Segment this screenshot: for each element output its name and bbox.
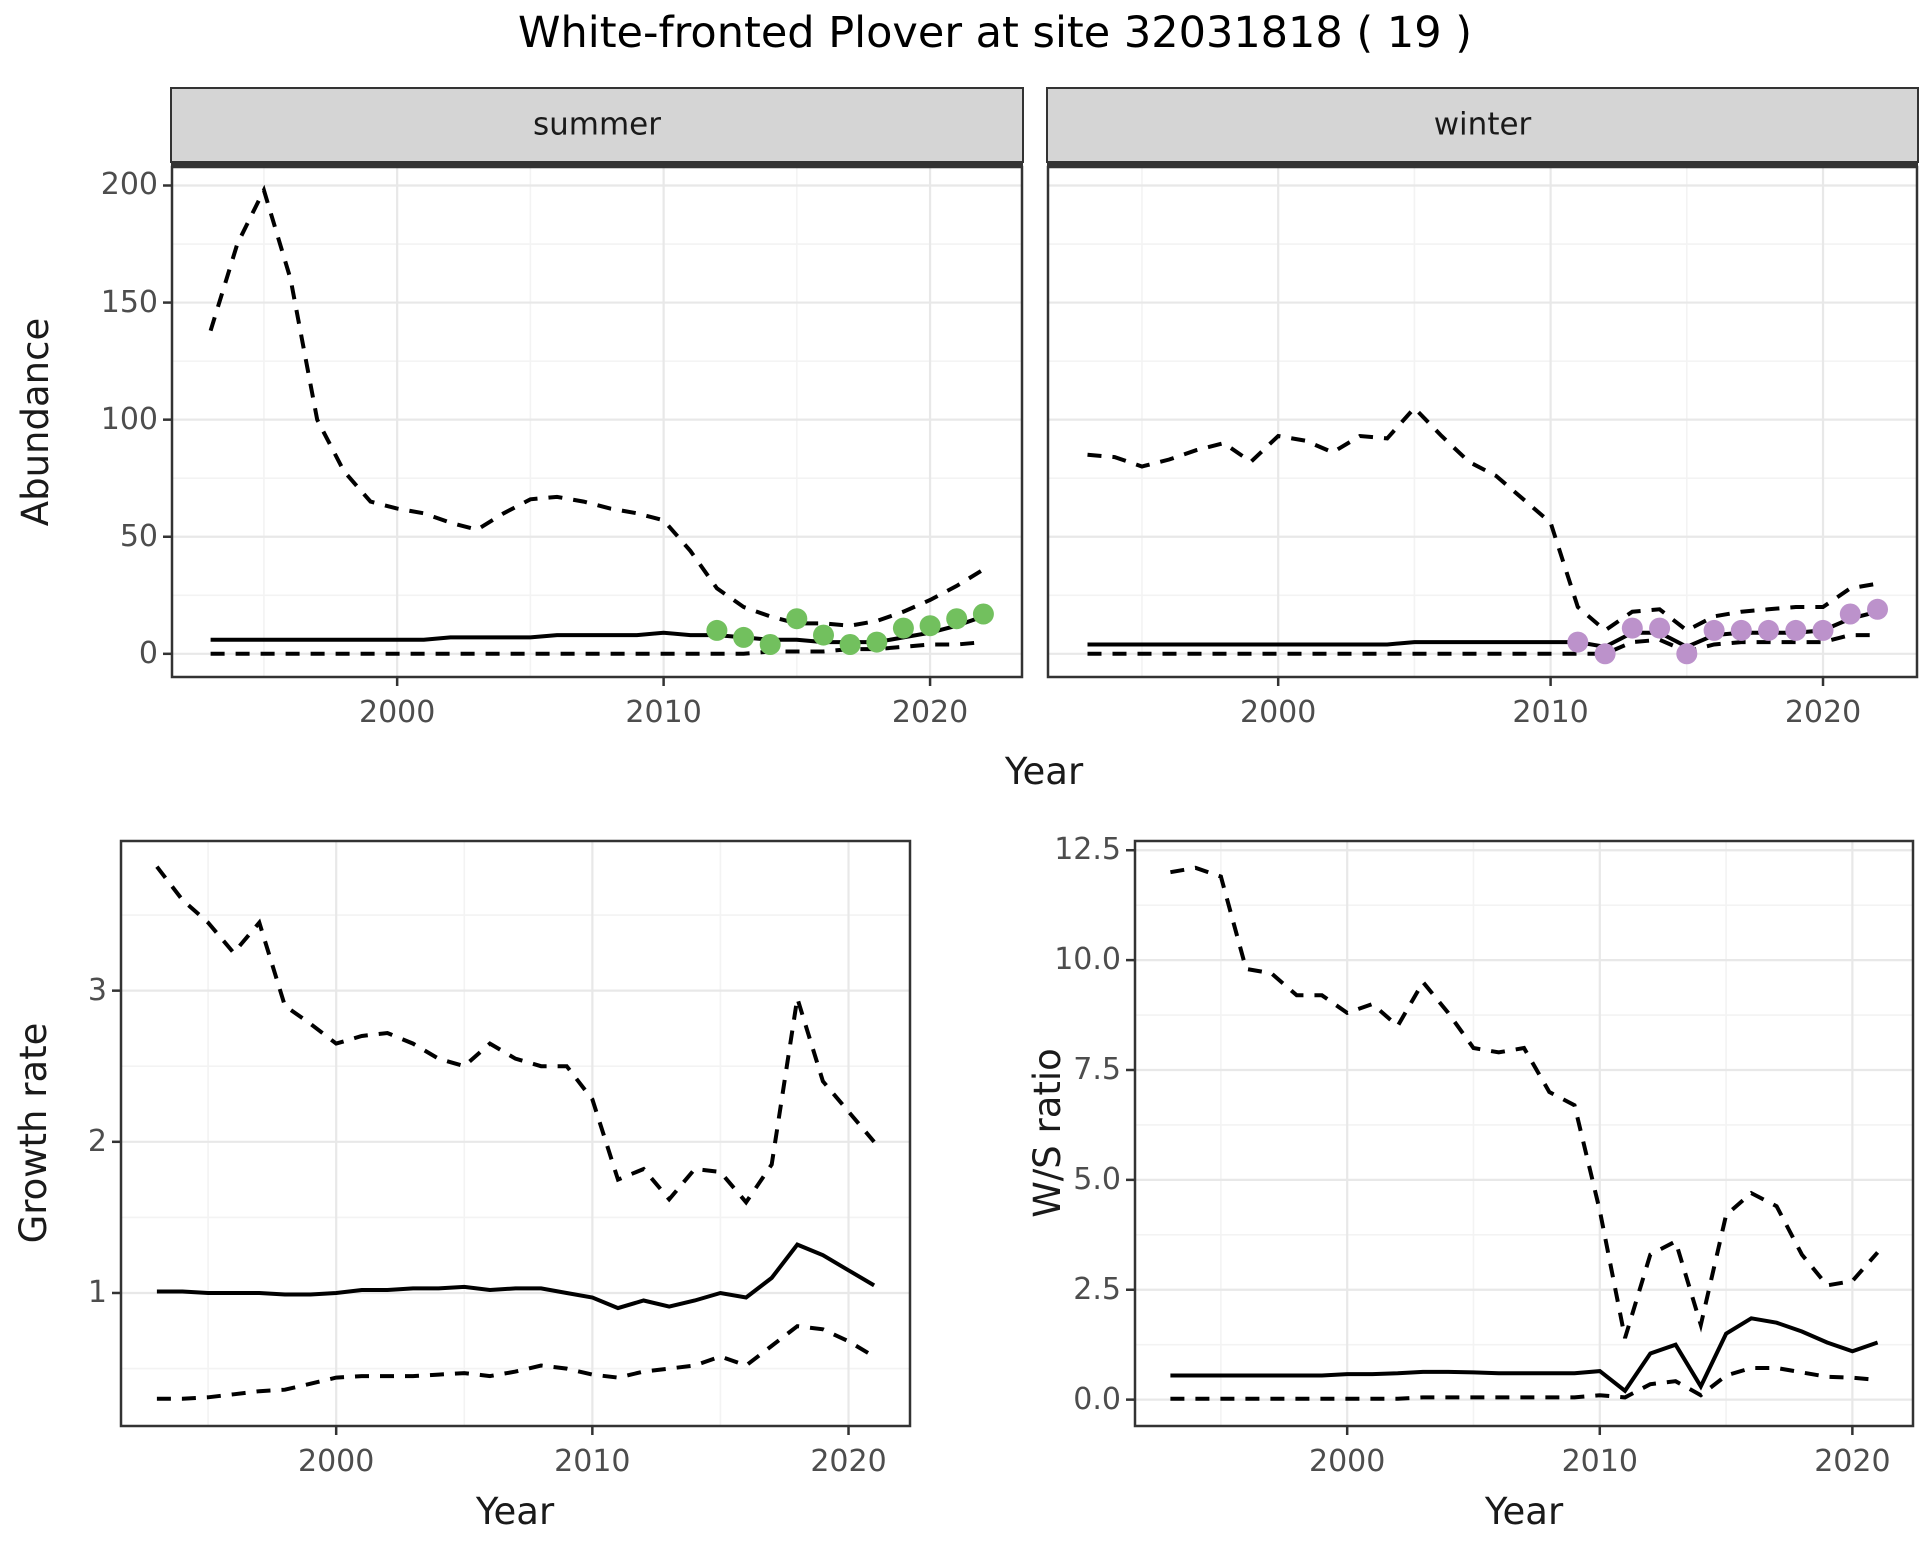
y-tick-label: 5.0	[1073, 1161, 1121, 1197]
axis-label-growth-rate: Growth rate	[12, 1022, 55, 1244]
axis-label-year-top: Year	[1004, 750, 1084, 793]
facet-strip-band	[1047, 162, 1918, 167]
data-point	[892, 617, 914, 639]
facet-strip-band	[171, 162, 1023, 167]
axis-label-year-bottom-right: Year	[1484, 1490, 1564, 1533]
data-point	[1676, 643, 1698, 665]
facet-label-winter: winter	[1433, 106, 1532, 143]
series-upper_95ci	[1170, 865, 1880, 1339]
y-tick-label: 3	[87, 972, 107, 1008]
data-point	[1867, 598, 1888, 620]
series-upper_95ci	[155, 865, 876, 1206]
data-point	[1649, 617, 1671, 639]
axis-label-ws-ratio: W/S ratio	[1026, 1048, 1069, 1218]
x-tick-label: 2020	[891, 695, 969, 730]
y-tick-label: 2.5	[1073, 1271, 1121, 1307]
series-upper_95ci	[208, 184, 985, 628]
y-tick-label: 100	[100, 401, 158, 437]
panel-growth-rate	[112, 839, 912, 1435]
y-tick-label: 12.5	[1054, 832, 1121, 868]
y-tick-label: 7.5	[1073, 1051, 1121, 1087]
data-point	[706, 619, 728, 641]
plot-title: White-fronted Plover at site 32031818 ( …	[517, 8, 1473, 58]
y-tick-label: 1	[87, 1274, 107, 1310]
data-point	[866, 631, 888, 653]
x-tick-label: 2010	[625, 695, 702, 730]
data-point	[1812, 619, 1834, 641]
series-estimate	[156, 1242, 876, 1311]
x-tick-label: 2010	[1561, 1444, 1638, 1479]
data-point	[1730, 619, 1752, 641]
y-tick-label: 150	[100, 284, 158, 320]
data-point	[786, 608, 808, 630]
panel-background	[172, 167, 1022, 677]
facet-strip	[170, 87, 1024, 163]
y-tick-label: 2	[87, 1123, 107, 1159]
y-tick-label: 10.0	[1054, 942, 1121, 978]
data-point	[1785, 619, 1807, 641]
panel-abundance-winter	[1046, 87, 1919, 686]
observed-points-abundance-winter	[1567, 598, 1888, 665]
data-point	[813, 624, 834, 646]
x-tick-label: 2000	[297, 1444, 375, 1479]
data-point	[919, 615, 941, 637]
x-tick-label: 2000	[1240, 695, 1317, 730]
x-tick-label: 2020	[810, 1444, 887, 1479]
y-tick-label: 50	[119, 518, 158, 554]
data-point	[1621, 617, 1643, 639]
facet-label-summer: summer	[532, 106, 662, 143]
y-tick-label: 200	[100, 167, 158, 203]
facet-strip	[1046, 87, 1919, 163]
data-point	[759, 634, 781, 655]
axis-label-abundance: Abundance	[14, 317, 57, 527]
panel-background	[1048, 167, 1917, 677]
x-tick-label: 2020	[1814, 1444, 1891, 1479]
x-tick-label: 2000	[358, 695, 436, 730]
data-point	[1567, 631, 1589, 653]
x-tick-label: 2010	[1512, 695, 1589, 730]
panel-ws-ratio	[1126, 839, 1915, 1435]
panel-background	[1135, 841, 1913, 1426]
series-estimate	[1170, 1316, 1879, 1394]
data-point	[946, 608, 968, 630]
series-lower_95ci	[156, 1324, 876, 1401]
data-point	[839, 634, 861, 655]
panel-background	[121, 841, 910, 1426]
panel-abundance-summer	[163, 87, 1024, 686]
x-tick-label: 2020	[1784, 695, 1862, 730]
axis-label-year-bottom-left: Year	[475, 1490, 555, 1533]
data-point	[972, 603, 994, 625]
data-point	[1703, 619, 1725, 641]
data-point	[733, 626, 755, 648]
y-tick-label: 0.0	[1073, 1381, 1121, 1417]
observed-points-abundance-summer	[706, 603, 994, 655]
panel-border	[119, 839, 912, 1428]
series-lower_95ci	[1170, 1366, 1878, 1401]
series-upper_95ci	[1087, 405, 1878, 633]
series-lower_95ci	[210, 640, 984, 656]
data-point	[1839, 603, 1861, 625]
panel-border	[1133, 839, 1915, 1428]
data-point	[1758, 619, 1779, 641]
data-point	[1594, 643, 1616, 665]
series-lower_95ci	[1087, 633, 1878, 656]
y-tick-label: 0	[138, 635, 158, 671]
x-tick-label: 2010	[554, 1444, 631, 1479]
x-tick-label: 2000	[1308, 1444, 1386, 1479]
